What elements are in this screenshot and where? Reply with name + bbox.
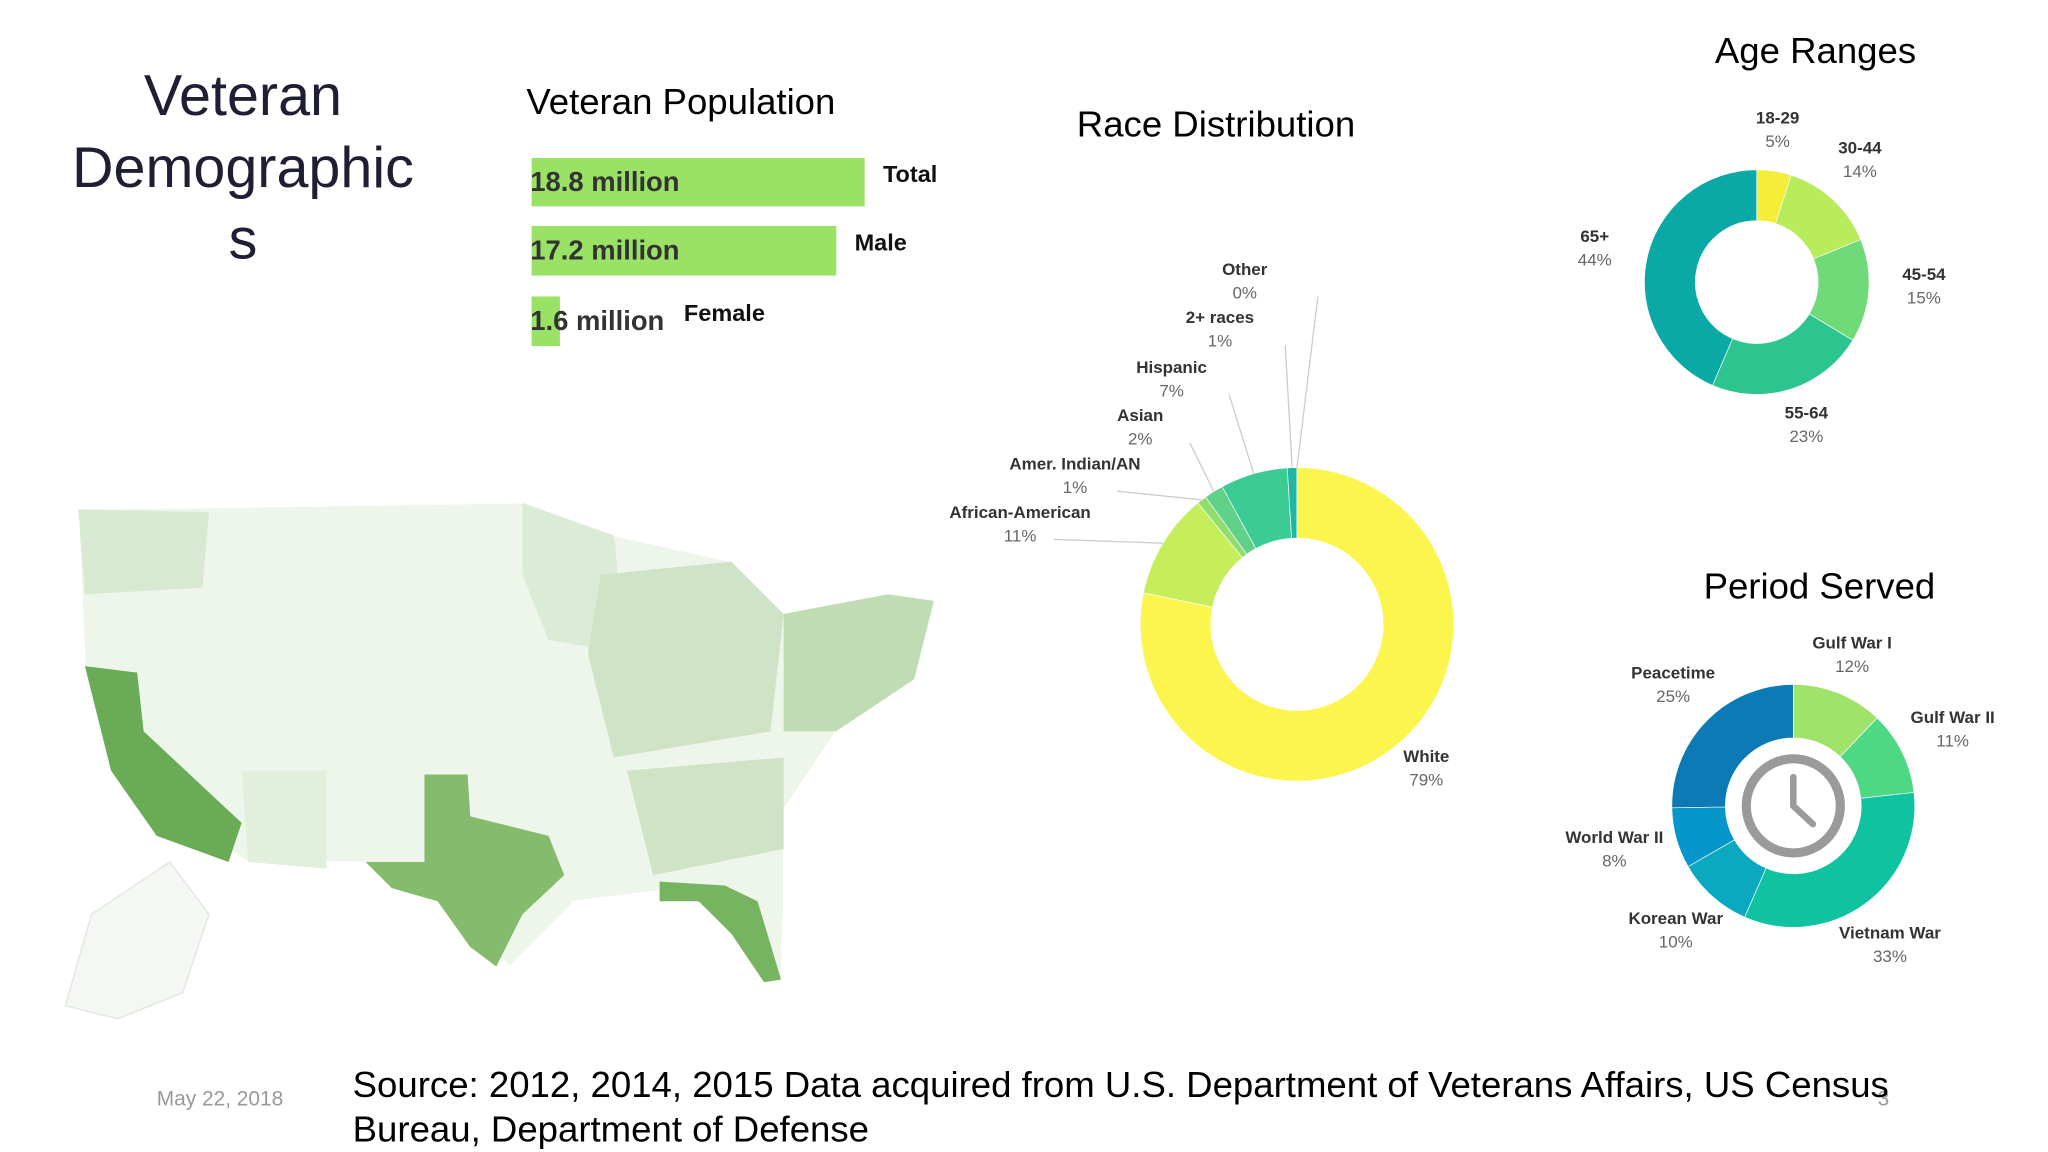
- slice-percent: 11%: [1004, 526, 1037, 545]
- slice-name: African-American: [949, 503, 1090, 522]
- slice-name: Other: [1222, 260, 1268, 279]
- donut-slice: [1671, 684, 1794, 809]
- chart-title: Race Distribution: [1077, 103, 1355, 144]
- slice-name: Gulf War I: [1812, 633, 1892, 652]
- slice-name: White: [1403, 747, 1449, 766]
- state: [241, 770, 327, 869]
- slice-percent: 79%: [1409, 771, 1443, 790]
- bar: [531, 225, 837, 276]
- leader-line: [1116, 490, 1202, 501]
- slice-percent: 10%: [1659, 933, 1693, 952]
- leader-line: [1189, 442, 1215, 492]
- state-tx: [365, 774, 565, 967]
- value-label: 1.6 million: [530, 305, 664, 336]
- slice-percent: 5%: [1765, 132, 1790, 151]
- slice-name: Gulf War II: [1911, 708, 1995, 727]
- page-number: 3: [1878, 1087, 1890, 1110]
- slice-percent: 1%: [1208, 332, 1233, 351]
- slice-percent: 25%: [1656, 687, 1690, 706]
- slice-percent: 1%: [1063, 478, 1088, 497]
- slice-percent: 2%: [1128, 430, 1153, 449]
- chart-title: Period Served: [1704, 566, 1936, 607]
- slice-percent: 12%: [1835, 657, 1869, 676]
- donut-slice: [1712, 313, 1854, 395]
- slide-title: Veteran Demographics: [72, 64, 414, 272]
- donut-slice: [1644, 169, 1758, 386]
- category-label: Total: [883, 161, 937, 187]
- slice-name: 45-54: [1902, 265, 1946, 284]
- slice-percent: 33%: [1873, 947, 1907, 966]
- slice-percent: 0%: [1232, 283, 1257, 302]
- slice-name: Amer. Indian/AN: [1009, 454, 1140, 473]
- slice-name: 55-64: [1785, 404, 1829, 423]
- chart-title: Age Ranges: [1715, 30, 1916, 71]
- clock-hands: [1790, 773, 1817, 828]
- clock-ring: [1741, 754, 1845, 858]
- source: Source: 2012, 2014, 2015 Data acquired f…: [352, 1064, 1889, 1150]
- us-map: [64, 502, 935, 1020]
- bar: [531, 296, 560, 347]
- leader-line: [1054, 538, 1163, 544]
- category-label: Male: [855, 229, 907, 255]
- state-ak: [64, 861, 210, 1020]
- chart-title: Veteran Population: [526, 81, 835, 122]
- slice-name: Hispanic: [1136, 358, 1207, 377]
- slice-name: Korean War: [1628, 909, 1723, 928]
- category-label: Female: [684, 300, 765, 326]
- leader-line: [1284, 344, 1293, 468]
- slice-percent: 8%: [1602, 852, 1627, 871]
- slice-name: 65+: [1580, 227, 1609, 246]
- bar: [531, 158, 865, 207]
- slice-percent: 23%: [1789, 427, 1823, 446]
- slice-percent: 14%: [1843, 162, 1877, 181]
- state: [626, 757, 784, 876]
- slice-name: Vietnam War: [1839, 923, 1941, 942]
- slice-percent: 44%: [1578, 251, 1612, 270]
- slice-name: 18-29: [1756, 108, 1799, 127]
- leader-line: [1296, 296, 1319, 468]
- donut-slice: [1744, 792, 1916, 928]
- state: [78, 509, 209, 595]
- value-label: 18.8 million: [530, 166, 679, 197]
- slice-name: Peacetime: [1631, 663, 1715, 682]
- slice-name: World War II: [1565, 828, 1663, 847]
- donut-slice: [1139, 467, 1454, 782]
- date: May 22, 2018: [157, 1087, 283, 1110]
- slice-percent: 15%: [1907, 289, 1941, 308]
- slice-percent: 11%: [1936, 731, 1969, 750]
- leader-line: [1228, 394, 1255, 474]
- title-box: Veteran Demographics: [72, 64, 414, 272]
- state-ca: [84, 666, 242, 863]
- slice-percent: 7%: [1159, 381, 1184, 400]
- source-box: Source: 2012, 2014, 2015 Data acquired f…: [352, 1064, 1889, 1150]
- value-label: 17.2 million: [530, 234, 679, 265]
- slice-name: 30-44: [1838, 138, 1882, 157]
- slice-name: 2+ races: [1186, 308, 1254, 327]
- state: [587, 561, 784, 758]
- state: [783, 594, 934, 732]
- slice-name: Asian: [1117, 406, 1163, 425]
- state-fl: [659, 881, 782, 983]
